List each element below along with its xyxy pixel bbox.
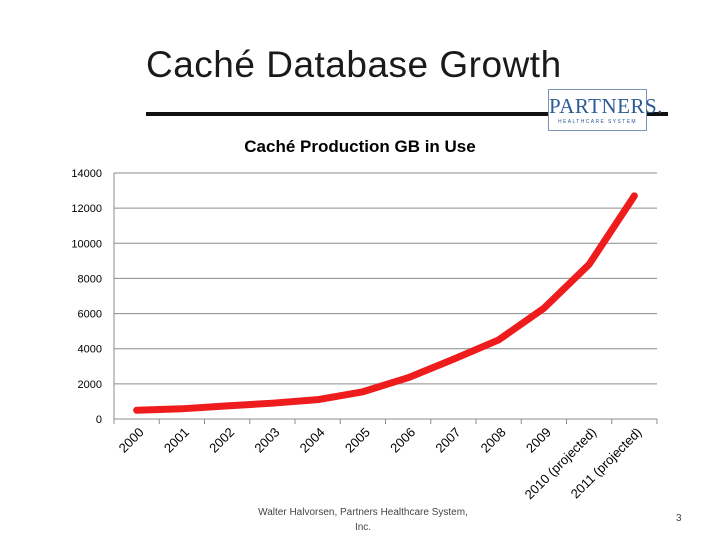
x-tick-label: 2008 <box>478 425 509 456</box>
logo-wordmark: PARTNERS. <box>549 94 663 118</box>
y-tick-label: 10000 <box>71 238 102 250</box>
x-tick-label: 2009 <box>523 425 554 456</box>
x-tick-label: 2005 <box>342 425 373 456</box>
title-divider <box>146 112 668 116</box>
page-number: 3 <box>676 513 682 524</box>
y-tick-label: 8000 <box>78 273 102 285</box>
y-tick-label: 4000 <box>78 344 102 356</box>
y-tick-label: 12000 <box>71 203 102 215</box>
x-axis-ticks: 2000 2001 2002 2003 2004 2005 2006 2007 2008 2009… <box>113 419 658 500</box>
chart-title: Caché Production GB in Use <box>244 137 475 156</box>
x-tick-label: 2000 <box>116 425 147 456</box>
x-tick-label: 2006 <box>387 425 418 456</box>
x-tick-label: 2001 <box>161 425 192 456</box>
partners-logo: PARTNERS. HEALTHCARE SYSTEM <box>548 89 663 131</box>
slide-title: Caché Database Growth <box>146 44 562 85</box>
series-line-path <box>133 192 638 414</box>
line-chart: Caché Production GB in Use 0 2000 4000 6000… <box>71 137 658 500</box>
y-tick-label: 2000 <box>78 379 102 391</box>
logo-tagline: HEALTHCARE SYSTEM <box>558 119 637 125</box>
x-tick-label: 2003 <box>251 425 282 456</box>
y-tick-label: 6000 <box>78 309 102 321</box>
y-axis-ticks: 0 2000 4000 6000 8000 10000 12000 14000 <box>71 168 102 426</box>
series-line <box>133 192 638 414</box>
x-tick-label: 2002 <box>206 425 237 456</box>
footer-author: Walter Halvorsen, Partners Healthcare Sy… <box>258 507 468 533</box>
x-tick-label: 2007 <box>432 425 463 456</box>
x-tick-label: 2004 <box>297 425 328 456</box>
y-tick-label: 0 <box>96 414 102 426</box>
y-tick-label: 14000 <box>71 168 102 180</box>
